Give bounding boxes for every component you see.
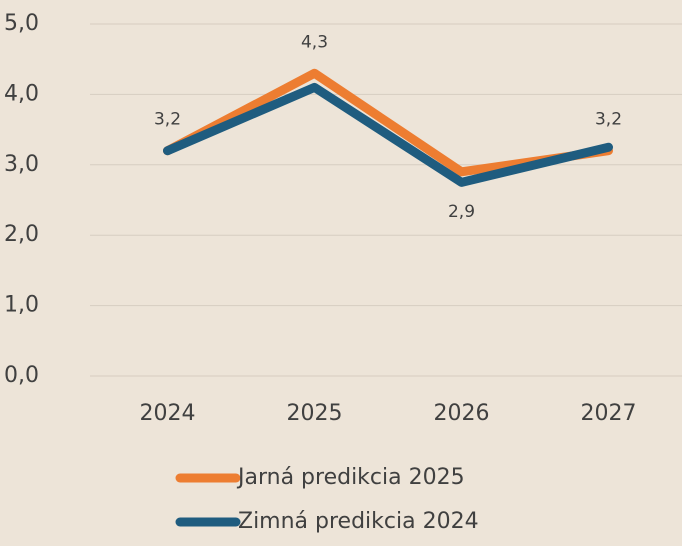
y-tick-label: 0,0 bbox=[4, 363, 39, 388]
data-label: 4,3 bbox=[301, 32, 328, 52]
data-label: 2,9 bbox=[448, 202, 475, 222]
data-label: 3,2 bbox=[154, 110, 181, 130]
data-label: 3,2 bbox=[595, 110, 622, 130]
legend-label: Jarná predikcia 2025 bbox=[236, 465, 465, 490]
y-tick-label: 2,0 bbox=[4, 222, 39, 247]
x-tick-label: 2025 bbox=[287, 401, 343, 426]
x-tick-label: 2027 bbox=[581, 401, 637, 426]
x-tick-label: 2026 bbox=[434, 401, 490, 426]
y-tick-label: 1,0 bbox=[4, 293, 39, 318]
y-tick-label: 4,0 bbox=[4, 81, 39, 106]
y-tick-label: 3,0 bbox=[4, 152, 39, 177]
legend-label: Zimná predikcia 2024 bbox=[238, 509, 479, 534]
series-line bbox=[163, 82, 613, 187]
x-tick-label: 2024 bbox=[140, 401, 196, 426]
y-tick-label: 5,0 bbox=[4, 11, 39, 36]
